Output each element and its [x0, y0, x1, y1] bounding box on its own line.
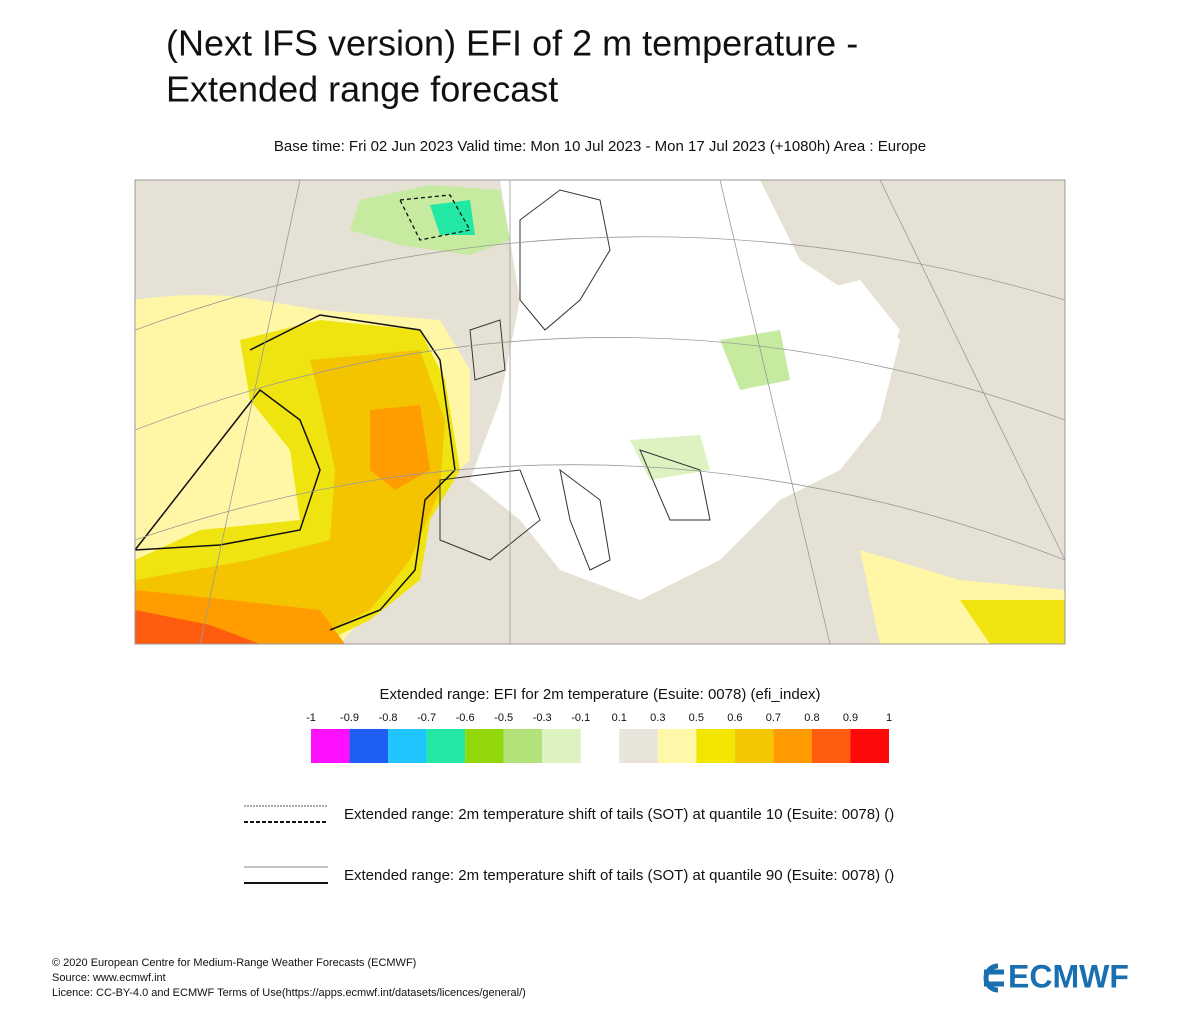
warm-area — [370, 405, 430, 490]
legend-title: Extended range: EFI for 2m temperature (… — [379, 686, 820, 703]
colorbar-bin — [734, 729, 774, 763]
warm-area — [135, 610, 260, 644]
logo-text: ECMWF — [1008, 958, 1129, 994]
map — [134, 179, 1066, 645]
colorbar-bin — [619, 729, 658, 763]
footer-line: Licence: CC-BY-4.0 and ECMWF Terms of Us… — [52, 987, 526, 999]
graticule — [135, 180, 1065, 644]
colorbar-tick-label: 1 — [886, 712, 892, 724]
legend-line-label: Extended range: 2m temperature shift of … — [344, 867, 894, 884]
colorbar-tick-label: -0.3 — [533, 712, 552, 724]
colorbar-bin — [773, 729, 812, 763]
colorbar-bin — [657, 729, 697, 763]
colorbar-tick-label: -1 — [306, 712, 316, 724]
cool-area — [720, 330, 790, 390]
colorbar-tick-label: -0.8 — [379, 712, 398, 724]
colorbar-bin — [426, 729, 466, 763]
colorbar-tick-label: 0.1 — [612, 712, 627, 724]
colorbar-bin — [388, 729, 427, 763]
colorbar: -1 -0.9 -0.8 -0.7 -0.6 -0.5 -0.3 -0.1 0.1 0.3 0.5 0… — [306, 712, 892, 763]
legend-line-label: Extended range: 2m temperature shift of … — [344, 806, 894, 823]
warm-area — [135, 350, 445, 630]
map-frame — [134, 179, 1066, 645]
coastline — [439, 189, 711, 571]
colorbar-tick-label: 0.3 — [650, 712, 665, 724]
colorbar-tick-label: -0.9 — [340, 712, 359, 724]
cool-area — [630, 435, 710, 480]
title-line: (Next IFS version) EFI of 2 m temperatur… — [166, 23, 858, 64]
colorbar-bin — [811, 729, 851, 763]
colorbar-bin — [542, 729, 581, 763]
colorbar-bin — [850, 729, 889, 763]
colorbar-tick-label: 0.8 — [804, 712, 819, 724]
colorbar-bin — [349, 729, 389, 763]
colorbar-bin — [503, 729, 543, 763]
colorbar-bin — [465, 729, 504, 763]
colorbar-bin — [580, 729, 620, 763]
colorbar-bin — [311, 729, 350, 763]
subtitle: Base time: Fri 02 Jun 2023 Valid time: M… — [274, 138, 926, 155]
colorbar-tick-label: 0.6 — [727, 712, 742, 724]
warm-area — [960, 600, 1065, 644]
logo-icon — [983, 963, 1004, 993]
colorbar-tick-label: -0.7 — [417, 712, 436, 724]
colorbar-tick-label: 0.5 — [689, 712, 704, 724]
colorbar-tick-label: -0.6 — [456, 712, 475, 724]
footer-line: © 2020 European Centre for Medium-Range … — [52, 957, 416, 969]
colorbar-bin — [696, 729, 735, 763]
cool-area — [430, 200, 475, 235]
neutral-area — [780, 280, 900, 400]
title-line: Extended range forecast — [166, 69, 558, 110]
colorbar-tick-label: 0.9 — [843, 712, 858, 724]
colorbar-tick-label: -0.5 — [494, 712, 513, 724]
sot-contour — [398, 194, 472, 241]
colorbar-tick-label: -0.1 — [571, 712, 590, 724]
colorbar-tick-label: 0.7 — [766, 712, 781, 724]
footer-line: Source: www.ecmwf.int — [52, 972, 166, 984]
neutral-area — [470, 180, 900, 600]
